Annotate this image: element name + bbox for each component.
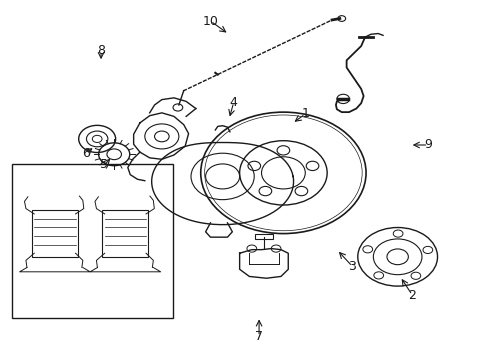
Text: 5: 5 <box>100 158 108 171</box>
Text: 1: 1 <box>301 107 308 120</box>
Text: 7: 7 <box>255 330 263 343</box>
Text: 2: 2 <box>407 288 415 302</box>
Text: 9: 9 <box>424 139 431 152</box>
Bar <box>12 164 172 318</box>
Text: 4: 4 <box>229 96 237 109</box>
Bar <box>32 210 78 257</box>
Text: 3: 3 <box>348 260 356 273</box>
Bar <box>255 234 272 239</box>
Text: 8: 8 <box>97 44 105 57</box>
Text: 10: 10 <box>202 14 218 27</box>
Text: 6: 6 <box>82 147 90 160</box>
Bar <box>102 210 148 257</box>
